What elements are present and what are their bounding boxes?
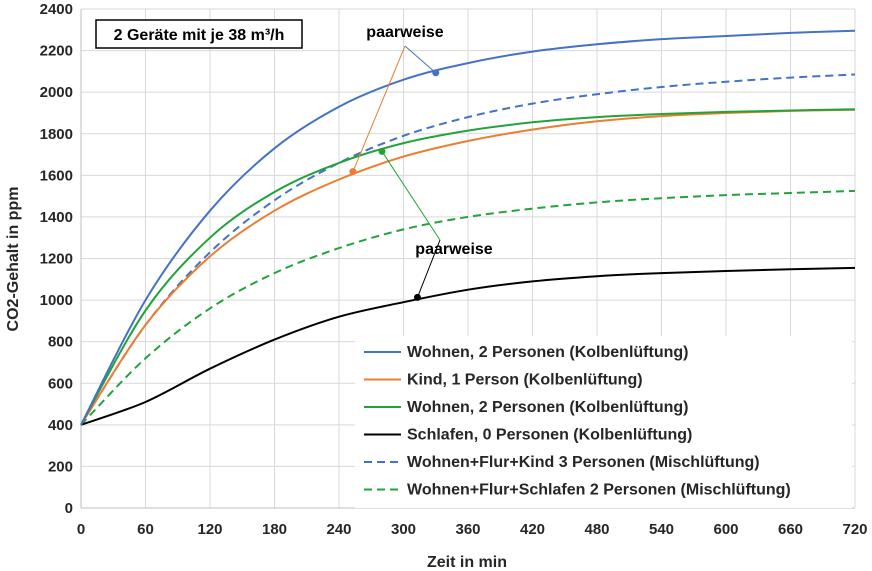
series-line-4: [80, 266, 856, 426]
series-line-6: [80, 189, 856, 426]
x-tick-label: 0: [77, 521, 85, 538]
series-lines: [80, 29, 856, 426]
series-marker: [432, 69, 440, 77]
annotation-leaders: [352, 45, 441, 298]
x-tick-label: 660: [778, 521, 803, 538]
series-marker: [413, 293, 421, 301]
y-tick-label: 2200: [40, 43, 73, 60]
y-tick-label: 800: [48, 334, 73, 351]
legend-label-5: Wohnen+Flur+Kind 3 Personen (Mischlüftun…: [407, 454, 760, 471]
x-tick-label: 60: [137, 521, 154, 538]
series-line-1: [80, 29, 856, 426]
series-marker: [349, 168, 357, 176]
y-tick-label: 1600: [40, 167, 73, 184]
x-tick-label: 240: [326, 521, 351, 538]
leader-line-bottom: [417, 239, 441, 298]
x-tick-labels: 0 60 120 180 240 300 360 420 480 540 600 660 720: [77, 521, 868, 538]
leader-line-top: [352, 45, 406, 172]
y-axis-title: CO2-Gehalt in ppm: [5, 187, 22, 332]
y-tick-label: 1800: [40, 126, 73, 143]
x-axis-title: Zeit in min: [427, 554, 507, 571]
y-tick-label: 2400: [40, 1, 73, 18]
y-tick-label: 1200: [40, 251, 73, 268]
x-tick-label: 360: [455, 521, 480, 538]
leader-line-bottom: [381, 151, 441, 241]
y-tick-label: 600: [48, 375, 73, 392]
x-tick-label: 600: [713, 521, 738, 538]
series-marker: [378, 147, 386, 155]
series-line-2: [80, 108, 856, 426]
setup-label-text: 2 Geräte mit je 38 m³/h: [114, 27, 285, 44]
setup-label-box: 2 Geräte mit je 38 m³/h: [95, 19, 303, 49]
legend-label-4: Schlafen, 0 Personen (Kolbenlüftung): [407, 427, 692, 444]
y-tick-label: 1400: [40, 209, 73, 226]
x-tick-label: 420: [520, 521, 545, 538]
legend-label-1: Wohnen, 2 Personen (Kolbenlüftung): [407, 344, 688, 361]
y-tick-labels: 0 200 400 600 800 1000 1200 1400 1600 1800 2000 220…: [40, 1, 73, 517]
x-tick-label: 720: [842, 521, 867, 538]
y-tick-label: 200: [48, 458, 73, 475]
annotation-paarweise-bottom: paarweise: [415, 241, 492, 258]
y-tick-label: 400: [48, 417, 73, 434]
series-line-3: [80, 108, 856, 426]
x-tick-label: 480: [584, 521, 609, 538]
x-tick-label: 180: [262, 521, 287, 538]
x-tick-label: 540: [649, 521, 674, 538]
y-tick-label: 0: [65, 500, 73, 517]
series-markers: [349, 69, 440, 301]
y-tick-label: 1000: [40, 292, 73, 309]
y-tick-label: 2000: [40, 84, 73, 101]
x-tick-label: 300: [391, 521, 416, 538]
legend-label-3: Wohnen, 2 Personen (Kolbenlüftung): [407, 399, 688, 416]
series-line-5: [80, 73, 856, 426]
legend-label-6: Wohnen+Flur+Schlafen 2 Personen (Mischlü…: [407, 482, 791, 499]
legend-label-2: Kind, 1 Person (Kolbenlüftung): [407, 372, 643, 389]
legend: Wohnen, 2 Personen (Kolbenlüftung) Kind, …: [355, 336, 852, 508]
annotation-paarweise-top: paarweise: [366, 24, 443, 41]
x-tick-label: 120: [197, 521, 222, 538]
leader-line-top: [404, 45, 437, 74]
